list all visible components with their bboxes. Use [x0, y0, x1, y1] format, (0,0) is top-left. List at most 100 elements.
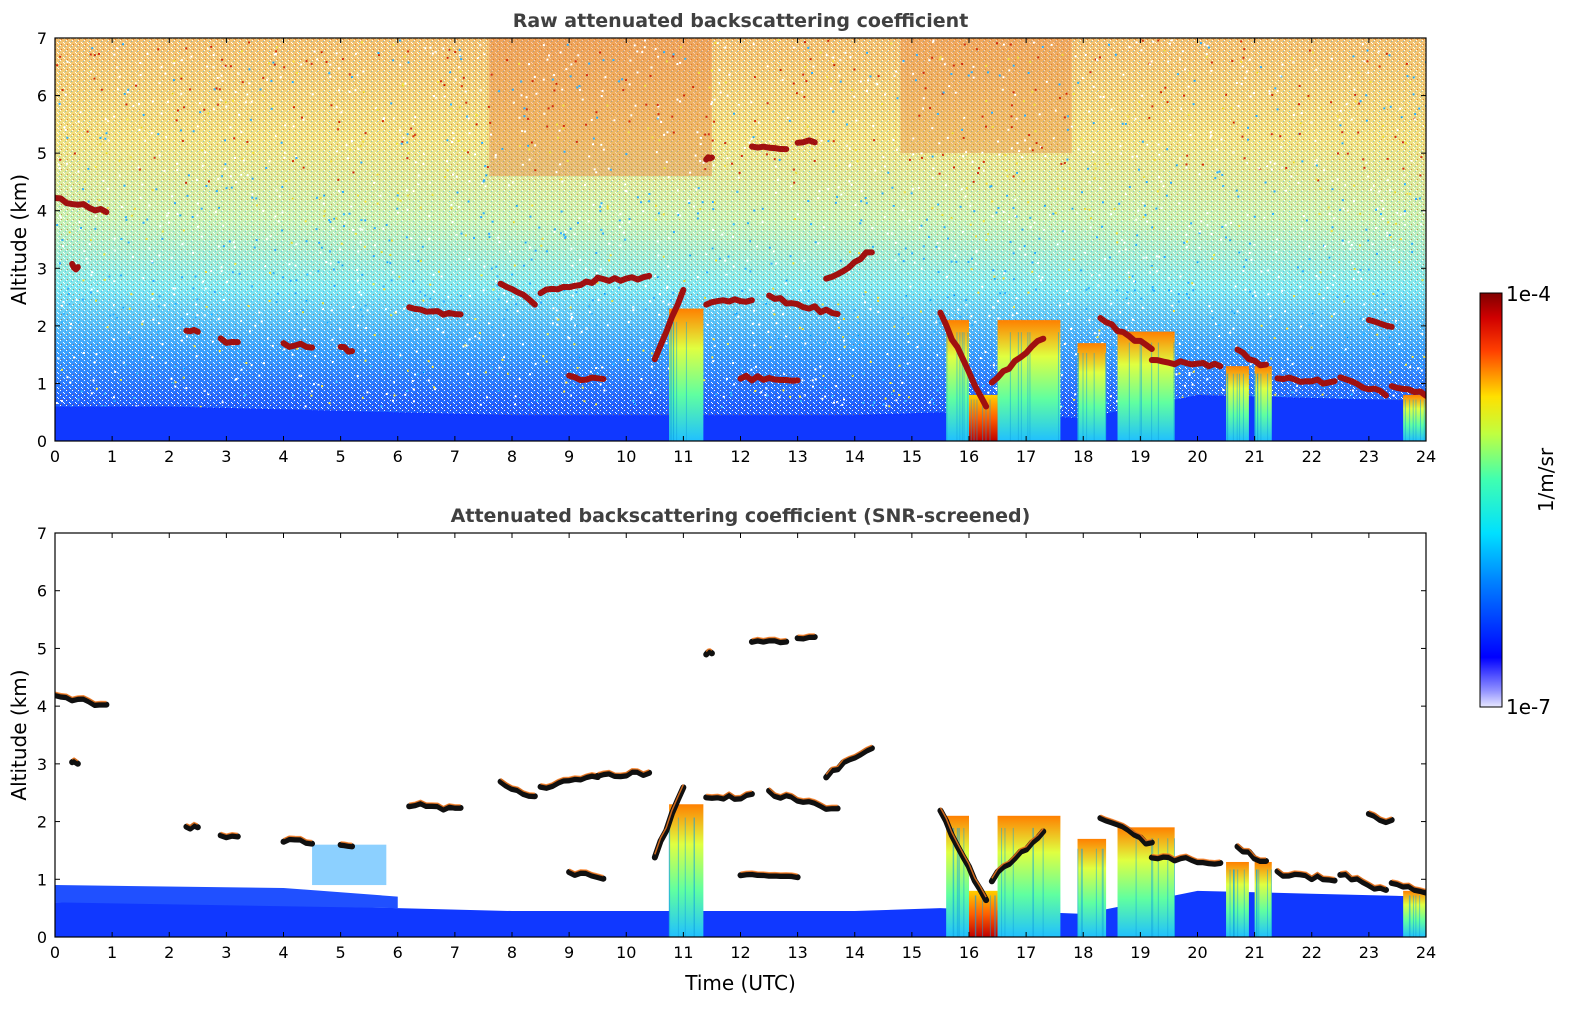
noise-speckle: [752, 331, 755, 334]
noise-speckle: [302, 118, 305, 121]
noise-speckle: [1274, 87, 1277, 90]
noise-speckle: [1088, 208, 1091, 211]
noise-speckle: [277, 220, 280, 223]
noise-speckle: [230, 186, 233, 189]
noise-speckle: [462, 345, 465, 348]
noise-speckle: [157, 322, 160, 325]
noise-speckle: [157, 48, 160, 51]
noise-speckle: [977, 172, 980, 175]
noise-speckle: [1155, 207, 1158, 210]
noise-speckle: [766, 65, 769, 68]
noise-speckle: [906, 362, 909, 365]
noise-speckle: [794, 218, 797, 221]
noise-speckle: [220, 266, 223, 269]
noise-speckle: [130, 214, 133, 217]
noise-speckle: [113, 249, 116, 252]
noise-speckle: [1279, 135, 1282, 138]
noise-speckle: [767, 330, 770, 333]
noise-speckle: [922, 257, 925, 260]
noise-speckle: [619, 213, 622, 216]
noise-speckle: [812, 65, 815, 68]
noise-speckle: [518, 62, 521, 65]
noise-speckle: [920, 267, 923, 270]
noise-speckle: [886, 232, 889, 235]
noise-speckle: [650, 365, 653, 368]
noise-speckle: [415, 328, 418, 331]
noise-speckle: [281, 229, 284, 232]
cloud-layer: [1388, 879, 1426, 896]
noise-speckle: [348, 90, 351, 93]
noise-speckle: [1249, 95, 1252, 98]
noise-speckle: [595, 111, 598, 114]
noise-speckle: [1375, 227, 1378, 230]
noise-speckle: [528, 148, 531, 151]
noise-speckle: [1246, 214, 1249, 217]
noise-speckle: [127, 241, 130, 244]
noise-speckle: [102, 179, 105, 182]
noise-speckle: [281, 352, 284, 355]
noise-speckle: [1246, 330, 1249, 333]
noise-speckle: [1061, 374, 1064, 377]
noise-speckle: [396, 198, 399, 201]
noise-speckle: [417, 260, 420, 263]
noise-speckle: [643, 39, 646, 42]
noise-speckle: [1093, 332, 1096, 335]
noise-speckle: [1038, 237, 1041, 240]
noise-speckle: [220, 270, 223, 273]
noise-speckle: [1179, 157, 1182, 160]
noise-speckle: [752, 43, 755, 46]
noise-speckle: [429, 283, 432, 286]
noise-speckle: [164, 361, 167, 364]
noise-speckle: [920, 347, 923, 350]
x-tick-label: 7: [450, 943, 460, 962]
noise-speckle: [459, 70, 462, 73]
noise-speckle: [907, 334, 910, 337]
noise-speckle: [382, 285, 385, 288]
noise-speckle: [485, 174, 488, 177]
noise-speckle: [1155, 270, 1158, 273]
noise-speckle: [1412, 93, 1415, 96]
noise-speckle: [142, 221, 145, 224]
noise-speckle: [993, 278, 996, 281]
x-tick-label: 6: [393, 943, 403, 962]
noise-speckle: [1275, 250, 1278, 253]
noise-speckle: [167, 212, 170, 215]
noise-speckle: [501, 147, 504, 150]
noise-speckle: [711, 200, 714, 203]
noise-speckle: [630, 114, 633, 117]
noise-speckle: [256, 204, 259, 207]
noise-speckle: [1063, 162, 1066, 165]
noise-speckle: [389, 262, 392, 265]
noise-speckle: [1318, 293, 1321, 296]
noise-speckle: [372, 255, 375, 258]
noise-speckle: [864, 291, 867, 294]
noise-speckle: [321, 385, 324, 388]
noise-speckle: [707, 133, 710, 136]
noise-speckle: [70, 322, 73, 325]
noise-speckle: [336, 128, 339, 131]
cloud-layer: [937, 807, 990, 904]
noise-speckle: [915, 53, 918, 56]
noise-speckle: [1163, 255, 1166, 258]
noise-speckle: [1381, 199, 1384, 202]
noise-speckle: [232, 99, 235, 102]
noise-speckle: [332, 268, 335, 271]
noise-speckle: [439, 80, 442, 83]
noise-speckle: [241, 81, 244, 84]
noise-speckle: [969, 204, 972, 207]
noise-speckle: [361, 315, 364, 318]
noise-speckle: [304, 388, 307, 391]
noise-speckle: [1386, 231, 1389, 234]
noise-speckle: [183, 367, 186, 370]
noise-speckle: [1254, 294, 1257, 297]
noise-speckle: [1178, 202, 1181, 205]
noise-speckle: [483, 53, 486, 56]
noise-speckle: [176, 326, 179, 329]
noise-speckle: [991, 200, 994, 203]
noise-speckle: [1037, 56, 1040, 59]
noise-speckle: [898, 364, 901, 367]
noise-speckle: [578, 85, 581, 88]
screened-panel-title: Attenuated backscattering coefficient (S…: [451, 505, 1031, 527]
noise-speckle: [1376, 207, 1379, 210]
noise-speckle: [529, 282, 532, 285]
